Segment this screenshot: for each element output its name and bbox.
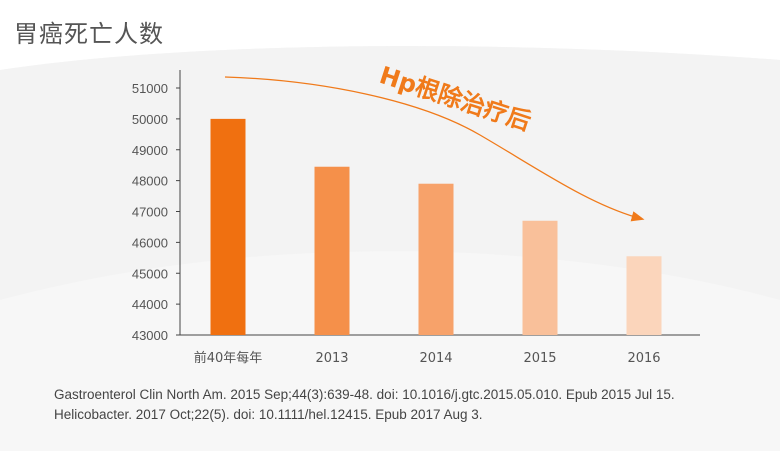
x-category-labels: 前40年每年 2013 2014 2015 2016: [194, 350, 661, 366]
bar: [522, 220, 558, 335]
y-tick-label: 43000: [132, 328, 168, 343]
bar: [210, 118, 246, 335]
y-tick-labels: 43000 44000 45000 46000 47000 48000 49000 50000…: [132, 81, 180, 343]
bar: [418, 183, 454, 335]
x-category-label: 2014: [419, 351, 452, 366]
y-tick-label: 49000: [132, 143, 168, 158]
x-category-label: 2015: [523, 351, 556, 366]
bar: [314, 166, 350, 335]
chart-bars: [210, 118, 662, 335]
x-category-label: 2013: [315, 351, 348, 366]
y-tick-label: 48000: [132, 174, 168, 189]
bar: [626, 256, 662, 335]
y-tick-label: 50000: [132, 112, 168, 127]
y-tick-label: 44000: [132, 297, 168, 312]
y-tick-label: 45000: [132, 266, 168, 281]
y-tick-label: 46000: [132, 235, 168, 250]
citation-2: Helicobacter. 2017 Oct;22(5). doi: 10.11…: [54, 407, 483, 422]
y-tick-label: 51000: [132, 81, 168, 96]
citation-1: Gastroenterol Clin North Am. 2015 Sep;44…: [54, 387, 675, 402]
page-title: 胃癌死亡人数: [14, 20, 164, 48]
x-category-label: 前40年每年: [194, 350, 263, 366]
x-category-label: 2016: [627, 351, 660, 366]
annotation-label: Hp根除治疗后: [376, 61, 534, 136]
trend-arrow: [224, 76, 645, 222]
y-tick-label: 47000: [132, 205, 168, 220]
